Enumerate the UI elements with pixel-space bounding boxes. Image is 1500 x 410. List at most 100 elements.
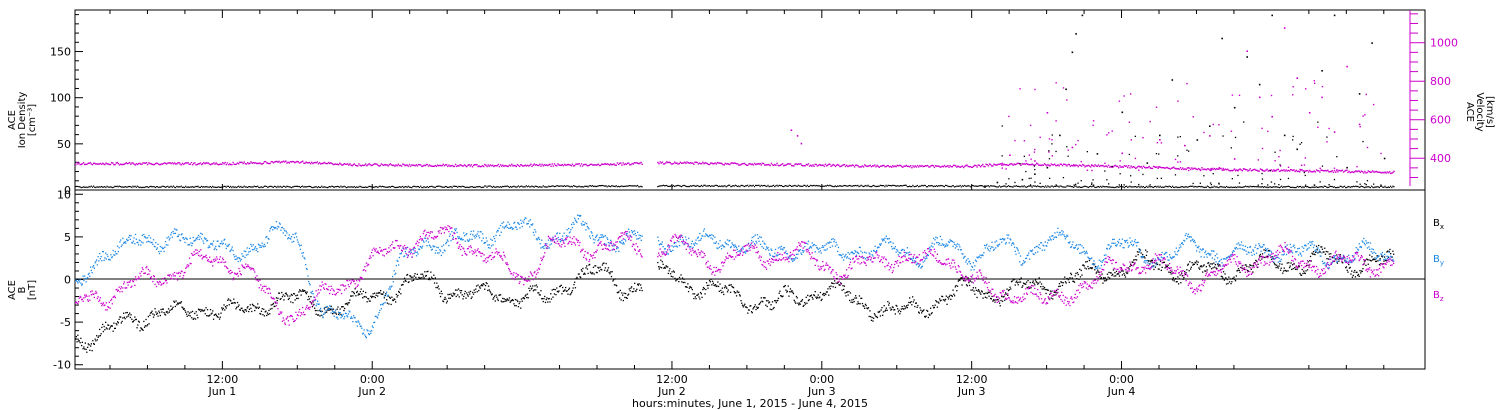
by-point (88, 272, 90, 274)
velocity-point (1388, 171, 1391, 173)
density-point (204, 186, 206, 188)
density-point (111, 186, 113, 188)
density-point (837, 185, 839, 187)
velocity-spike-point (1333, 167, 1336, 169)
density-point (1056, 185, 1058, 187)
bx-point (1372, 258, 1375, 260)
bx-point (598, 267, 600, 269)
velocity-point (1372, 170, 1374, 172)
density-point (1222, 186, 1224, 188)
bx-point (568, 287, 571, 289)
velocity-point (390, 164, 393, 166)
density-point (1082, 186, 1084, 188)
by-point (78, 279, 80, 281)
velocity-point (216, 163, 218, 165)
bx-point (284, 292, 287, 295)
bx-point (1007, 289, 1010, 292)
velocity-point (759, 162, 761, 165)
velocity-point (1140, 166, 1142, 168)
density-point (413, 185, 415, 187)
density-point (542, 185, 544, 187)
bx-point (318, 310, 320, 312)
velocity-point (710, 162, 712, 164)
bx-point (690, 286, 692, 288)
bx-point (475, 288, 477, 290)
bx-point (377, 292, 379, 294)
density-point (172, 185, 174, 187)
by-point (254, 246, 257, 248)
by-point (180, 234, 182, 236)
bx-point (636, 288, 638, 290)
by-point (365, 337, 367, 339)
by-point (284, 234, 287, 237)
density-point (125, 186, 127, 188)
density-spike-point (1279, 164, 1281, 166)
density-point (216, 186, 218, 188)
velocity-point (93, 162, 95, 164)
bx-point (453, 294, 455, 296)
velocity-point (778, 165, 780, 167)
density-point (940, 184, 942, 187)
bx-point (606, 270, 608, 272)
density-point (566, 185, 568, 187)
bx-point (622, 299, 624, 302)
bx-point (365, 291, 367, 294)
by-point (482, 237, 484, 239)
density-point (1096, 186, 1098, 188)
density-point (134, 185, 136, 187)
density-point (739, 186, 741, 188)
bx-point (681, 281, 683, 283)
bx-point (571, 291, 573, 293)
by-point (326, 306, 328, 308)
bx-point (1278, 265, 1280, 267)
bx-point (604, 267, 607, 269)
bx-point (1024, 283, 1026, 285)
bx-point (269, 308, 272, 310)
velocity-point (507, 165, 510, 167)
density-point (891, 185, 893, 187)
bx-point (1196, 260, 1198, 262)
velocity-outlier-point (1346, 65, 1348, 68)
bx-point (1388, 250, 1390, 253)
density-point (1192, 185, 1194, 187)
bx-point (958, 279, 960, 281)
velocity-point (702, 161, 704, 163)
velocity-point (362, 164, 365, 167)
velocity-point (510, 165, 512, 167)
bx-point (904, 307, 906, 310)
bx-point (413, 275, 415, 277)
density-point (960, 186, 962, 188)
by-point (170, 234, 172, 236)
bx-point (430, 276, 433, 278)
bx-point (395, 293, 397, 296)
by-point (281, 227, 283, 229)
bx-point (1121, 274, 1124, 276)
bx-point (1191, 262, 1193, 264)
density-point (115, 186, 117, 188)
bx-point (203, 309, 206, 311)
velocity-point (137, 162, 140, 165)
bx-point (162, 308, 164, 310)
density-point (387, 186, 389, 188)
bx-point (744, 303, 746, 305)
velocity-point (172, 163, 175, 165)
density-point (1006, 185, 1008, 188)
velocity-point (1182, 167, 1184, 169)
bx-point (833, 282, 835, 285)
velocity-point (685, 162, 687, 165)
bx-point (1107, 276, 1109, 278)
velocity-point (801, 164, 803, 166)
density-spike-point (1274, 183, 1276, 185)
bx-point (864, 303, 867, 305)
velocity-point (343, 163, 345, 165)
bx-point (633, 288, 635, 290)
bx-point (509, 301, 511, 303)
bx-point (918, 312, 920, 314)
density-point (177, 186, 179, 188)
by-point (114, 251, 116, 253)
by-point (290, 236, 293, 238)
density-point (535, 185, 537, 187)
density-point (634, 185, 636, 187)
density-outlier-point (984, 186, 986, 188)
density-point (810, 184, 812, 186)
